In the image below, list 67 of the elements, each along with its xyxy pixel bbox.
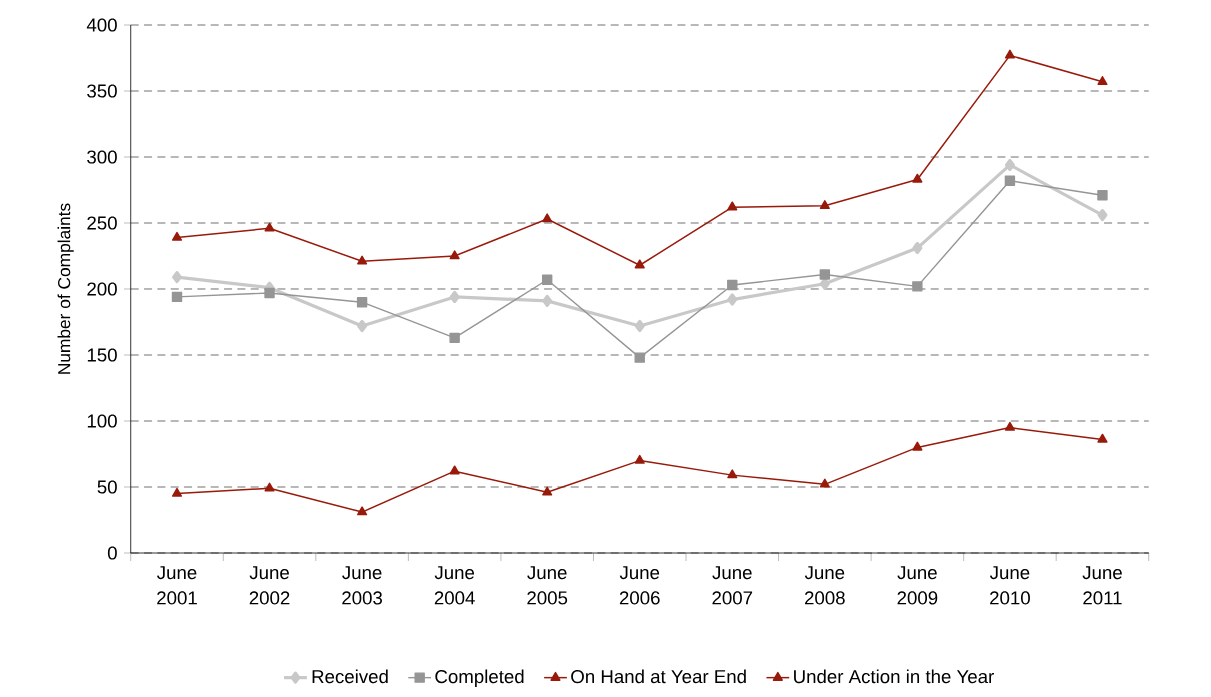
point [449, 332, 460, 344]
x-tick-label: June 2007 [712, 566, 753, 605]
point [357, 319, 368, 333]
y-tick-label: 0 [107, 546, 117, 560]
x-tick-label: June 2006 [619, 566, 660, 605]
point [634, 454, 645, 464]
point [171, 231, 183, 241]
legend-label: Under Action in the Year [794, 669, 994, 684]
point [1004, 421, 1015, 431]
y-tick-label: 300 [87, 150, 117, 164]
point [356, 297, 368, 308]
point [634, 352, 645, 363]
x-tick-label: June 2001 [157, 566, 197, 605]
point [1097, 208, 1108, 222]
y-tick-label: 150 [87, 348, 117, 362]
x-tick-label: June 2010 [989, 566, 1030, 605]
x-tick-label: June 2011 [1082, 566, 1122, 605]
point [912, 441, 923, 451]
legend-label: Completed [435, 669, 524, 687]
y-tick-label: 350 [87, 84, 117, 98]
point [912, 173, 923, 183]
x-tick-label: June 2003 [342, 566, 383, 605]
point [1097, 76, 1108, 86]
point [727, 279, 738, 291]
legend-label: On Hand at Year End [571, 669, 746, 684]
point [449, 250, 460, 260]
y-tick-label: 200 [87, 282, 117, 296]
x-tick-label: June 2004 [434, 566, 475, 605]
point [172, 271, 182, 284]
point [449, 290, 460, 304]
point [819, 269, 831, 280]
point [727, 293, 738, 306]
y-axis-title: Number of Complaints [57, 203, 74, 374]
x-tick-label: June 2008 [804, 566, 845, 605]
point [264, 222, 275, 232]
point [727, 201, 738, 211]
x-tick-label: June 2005 [527, 566, 568, 605]
point [819, 200, 830, 210]
y-tick-label: 250 [87, 216, 117, 230]
y-tick-label: 100 [87, 414, 117, 428]
point [1004, 49, 1015, 59]
legend-label: Received [312, 669, 388, 684]
point [541, 274, 553, 285]
point [634, 259, 645, 269]
point [264, 287, 275, 299]
y-tick-label: 400 [86, 18, 117, 32]
point [357, 255, 368, 265]
point [449, 465, 460, 475]
point [1004, 158, 1015, 172]
point [542, 294, 553, 307]
point [171, 291, 183, 303]
x-tick-label: June 2002 [249, 566, 290, 605]
x-tick-label: June 2009 [897, 566, 938, 605]
point [1097, 190, 1108, 201]
point [542, 213, 553, 223]
point [1097, 433, 1108, 443]
point [819, 478, 830, 488]
point [357, 506, 368, 516]
point [171, 487, 183, 497]
point [542, 486, 553, 496]
point [912, 241, 923, 255]
point [634, 319, 645, 333]
y-tick-label: 50 [97, 480, 117, 494]
point [727, 469, 738, 479]
point [264, 482, 275, 492]
point [912, 281, 923, 292]
point [1004, 175, 1016, 186]
